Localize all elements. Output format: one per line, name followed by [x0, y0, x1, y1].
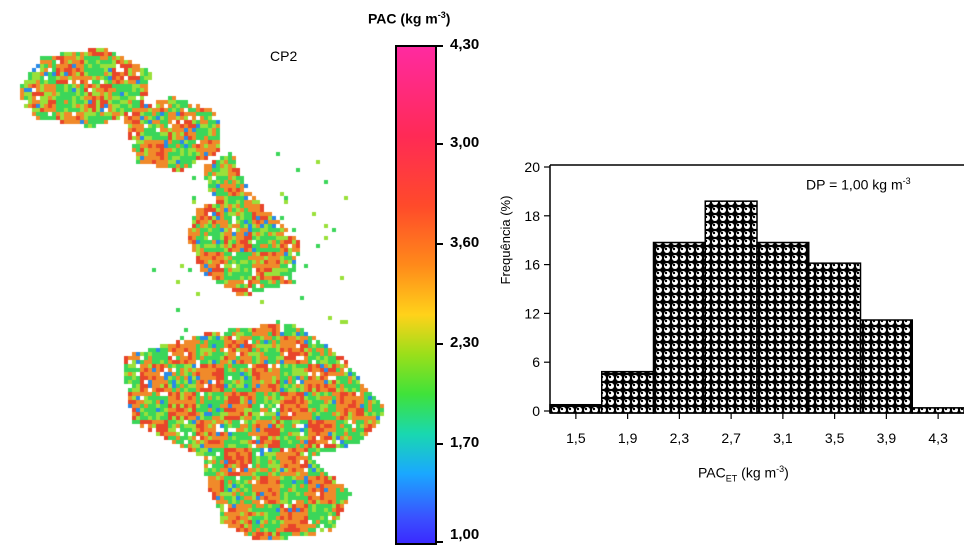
colorbar-tick-label: 3,00 [450, 134, 480, 151]
histogram-bar [808, 262, 862, 414]
colorbar-tick [437, 541, 443, 543]
histogram-bar [652, 241, 706, 414]
std-dev-annotation: DP = 1,00 kg m-3 [806, 176, 911, 193]
x-tick-label: 1,9 [618, 430, 638, 446]
y-tick-label: 12 [524, 305, 540, 321]
colorbar-tick [437, 243, 443, 245]
colorbar-tick-label: 1,70 [450, 434, 480, 451]
x-tick-label: 3,5 [825, 430, 845, 446]
histogram-bar [859, 319, 913, 414]
colorbar-tick-label: 3,60 [450, 234, 480, 251]
histogram-bar [601, 370, 655, 414]
colorbar [395, 45, 437, 545]
histogram-bar [549, 403, 603, 414]
colorbar-tick-label: 1,00 [450, 526, 480, 543]
colorbar-tick [437, 343, 443, 345]
pac-spatial-map [0, 0, 400, 545]
histogram-bar [704, 200, 758, 414]
colorbar-tick [437, 143, 443, 145]
histogram-bar [756, 241, 810, 414]
y-tick-label: 20 [524, 159, 540, 175]
x-tick-label: 2,3 [670, 430, 690, 446]
pac-histogram: 0 6 12 16 18 20 1,5 1,9 2,3 2,7 3,1 3,5 3,9 4,3 [524, 159, 964, 446]
colorbar-tick [437, 443, 443, 445]
y-axis-label: Frequência (%) [498, 195, 513, 285]
y-tick-label: 16 [524, 257, 540, 273]
y-tick-label: 18 [524, 208, 540, 224]
x-axis-label: PACET (kg m-3) [698, 464, 789, 484]
colorbar-title: PAC (kg m-3) [368, 10, 451, 27]
x-tick-label: 1,5 [566, 430, 586, 446]
colorbar-tick [437, 45, 443, 47]
histogram-bar [911, 407, 964, 414]
x-tick-label: 3,1 [773, 430, 793, 446]
y-tick-label: 6 [532, 354, 540, 370]
x-tick-label: 2,7 [721, 430, 741, 446]
colorbar-tick-label: 2,30 [450, 334, 480, 351]
map-label: CP2 [270, 48, 298, 64]
y-tick-label: 0 [532, 403, 540, 419]
colorbar-tick-label: 4,30 [450, 36, 480, 53]
x-tick-label: 3,9 [877, 430, 897, 446]
x-tick-label: 4,3 [928, 430, 948, 446]
